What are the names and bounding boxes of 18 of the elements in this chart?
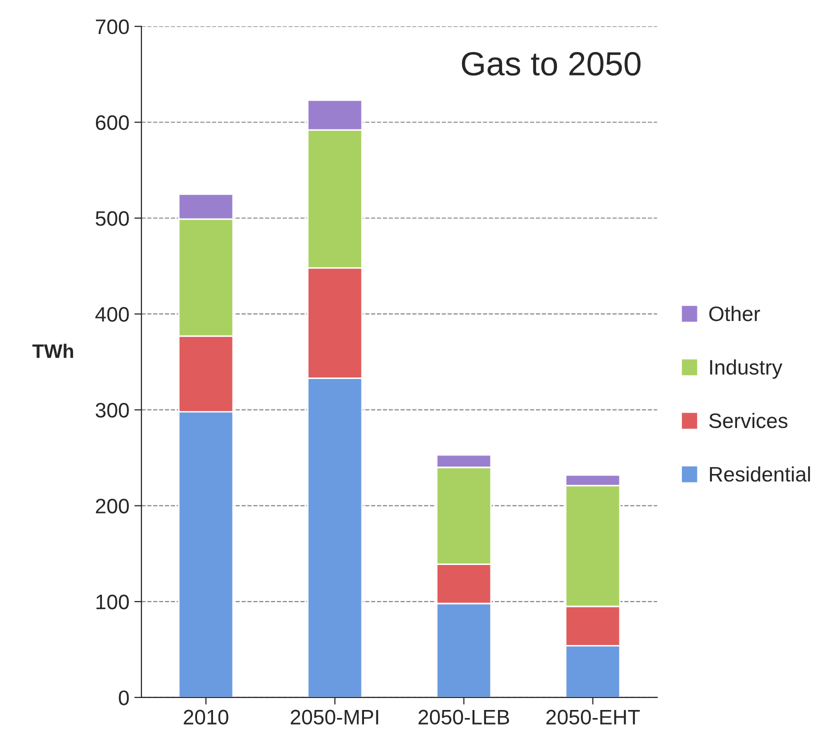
x-tick-label: 2050-EHT — [546, 710, 640, 725]
y-tick-label: 600 — [96, 115, 129, 130]
y-tick-label: 200 — [96, 498, 129, 514]
x-tick-label: 2050-MPI — [290, 710, 378, 725]
y-tick-label: 0 — [118, 690, 129, 706]
y-tick-label: 700 — [96, 19, 129, 34]
x-tick-label: 2010 — [184, 710, 228, 725]
y-tick-label: 100 — [96, 594, 129, 610]
legend-label: Services — [709, 412, 788, 428]
legend-label: Other — [709, 306, 760, 322]
y-tick-label: 300 — [96, 402, 129, 418]
y-tick-label: 500 — [96, 211, 129, 226]
legend-label: Residential — [710, 466, 810, 482]
legend-label: Industry — [710, 359, 782, 379]
x-tick-label: 2050-LEB — [418, 710, 510, 725]
y-axis-title: TWh — [32, 344, 74, 358]
text: Gas to 2050 — [462, 52, 641, 76]
y-tick-label: 400 — [95, 306, 129, 322]
